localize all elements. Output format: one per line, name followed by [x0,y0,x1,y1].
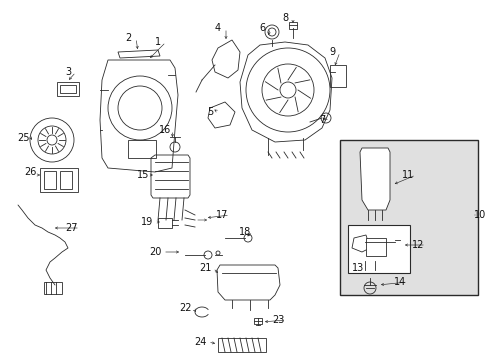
Text: 12: 12 [411,240,423,250]
Bar [40,168,78,192]
Bar [158,218,172,228]
Text: 19: 19 [141,217,153,227]
Bar [347,225,409,273]
Text: 5: 5 [206,107,213,117]
Text: 23: 23 [271,315,284,325]
Bar [361,233,399,261]
Polygon shape [359,148,389,210]
Text: 21: 21 [199,263,211,273]
Bar [57,82,79,96]
Text: 13: 13 [351,263,364,273]
Text: 6: 6 [259,23,264,33]
Polygon shape [351,235,369,252]
Text: 16: 16 [159,125,171,135]
Text: 4: 4 [215,23,221,33]
Text: 15: 15 [137,170,149,180]
Text: 8: 8 [282,13,287,23]
Text: 9: 9 [328,47,334,57]
Text: 25: 25 [17,133,29,143]
Text: 2: 2 [124,33,131,43]
Bar [339,140,477,295]
Bar [60,85,76,93]
Bar [218,338,265,352]
Text: 17: 17 [215,210,228,220]
Bar [288,22,296,29]
Text: 14: 14 [393,277,406,287]
Bar [128,140,156,158]
Bar [44,282,62,294]
Text: 11: 11 [401,170,413,180]
Text: 24: 24 [193,337,206,347]
Text: 10: 10 [473,210,485,220]
Bar [44,171,56,189]
Text: 3: 3 [65,67,71,77]
Text: 1: 1 [155,37,161,47]
Bar [365,238,385,256]
Bar [329,65,346,87]
Bar [60,171,72,189]
Bar [253,318,262,324]
Text: 22: 22 [179,303,191,313]
Text: 27: 27 [65,223,78,233]
Text: 7: 7 [318,115,325,125]
Text: 26: 26 [24,167,36,177]
Text: 20: 20 [148,247,161,257]
Text: 18: 18 [238,227,251,237]
